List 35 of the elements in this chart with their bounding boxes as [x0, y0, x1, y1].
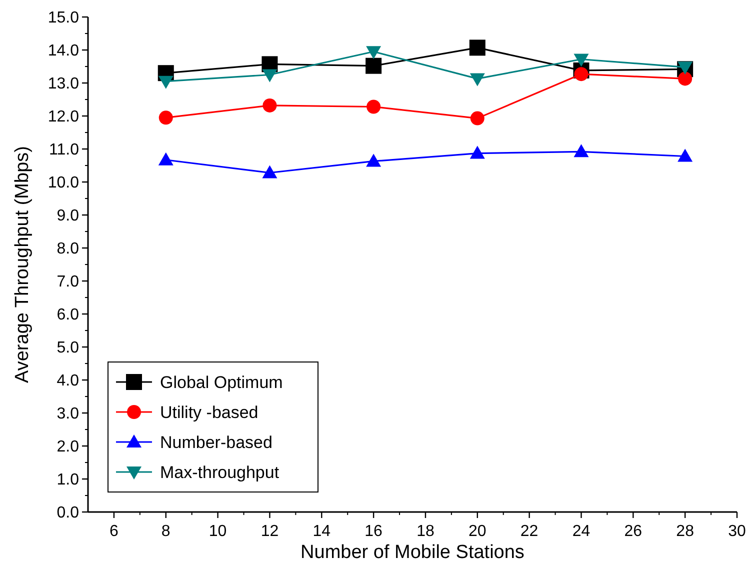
y-axis-title: Average Throughput (Mbps) [12, 146, 33, 383]
legend-label: Global Optimum [160, 372, 283, 392]
x-tick-label: 26 [624, 523, 642, 540]
x-tick-label: 20 [468, 523, 486, 540]
y-tick-label: 4.0 [56, 372, 80, 390]
x-axis-title: Number of Mobile Stations [300, 542, 524, 563]
y-tick-label: 9.0 [56, 208, 80, 225]
y-tick-label: 7.0 [56, 274, 80, 291]
x-tick-label: 28 [676, 523, 694, 540]
y-tick-label: 10.0 [48, 174, 80, 192]
y-tick-label: 1.0 [56, 472, 80, 489]
x-tick-label: 10 [208, 523, 227, 540]
x-tick-label: 6 [110, 523, 119, 540]
x-tick-label: 14 [312, 523, 331, 540]
y-tick-label: 12.0 [48, 108, 80, 126]
x-tick-label: 24 [572, 523, 590, 540]
y-tick-label: 14.0 [48, 42, 80, 60]
y-tick-label: 6.0 [56, 306, 80, 324]
x-tick-label: 12 [260, 523, 279, 540]
legend-label: Max-throughput [160, 462, 280, 482]
x-tick-label: 8 [161, 523, 170, 540]
y-tick-label: 15.0 [48, 10, 80, 27]
x-tick-label: 16 [364, 523, 383, 540]
y-tick-label: 11.0 [49, 142, 80, 159]
x-tick-label: 18 [416, 523, 434, 540]
y-tick-label: 2.0 [56, 438, 80, 456]
x-tick-label: 22 [520, 523, 538, 540]
legend-label: Number-based [160, 432, 272, 452]
x-tick-label: 30 [728, 523, 746, 540]
y-tick-label: 13.0 [48, 76, 80, 93]
legend-label: Utility -based [160, 402, 258, 422]
y-tick-label: 3.0 [56, 406, 80, 423]
y-tick-label: 5.0 [56, 340, 80, 357]
y-tick-label: 8.0 [56, 240, 80, 258]
y-tick-label: 0.0 [56, 504, 80, 522]
